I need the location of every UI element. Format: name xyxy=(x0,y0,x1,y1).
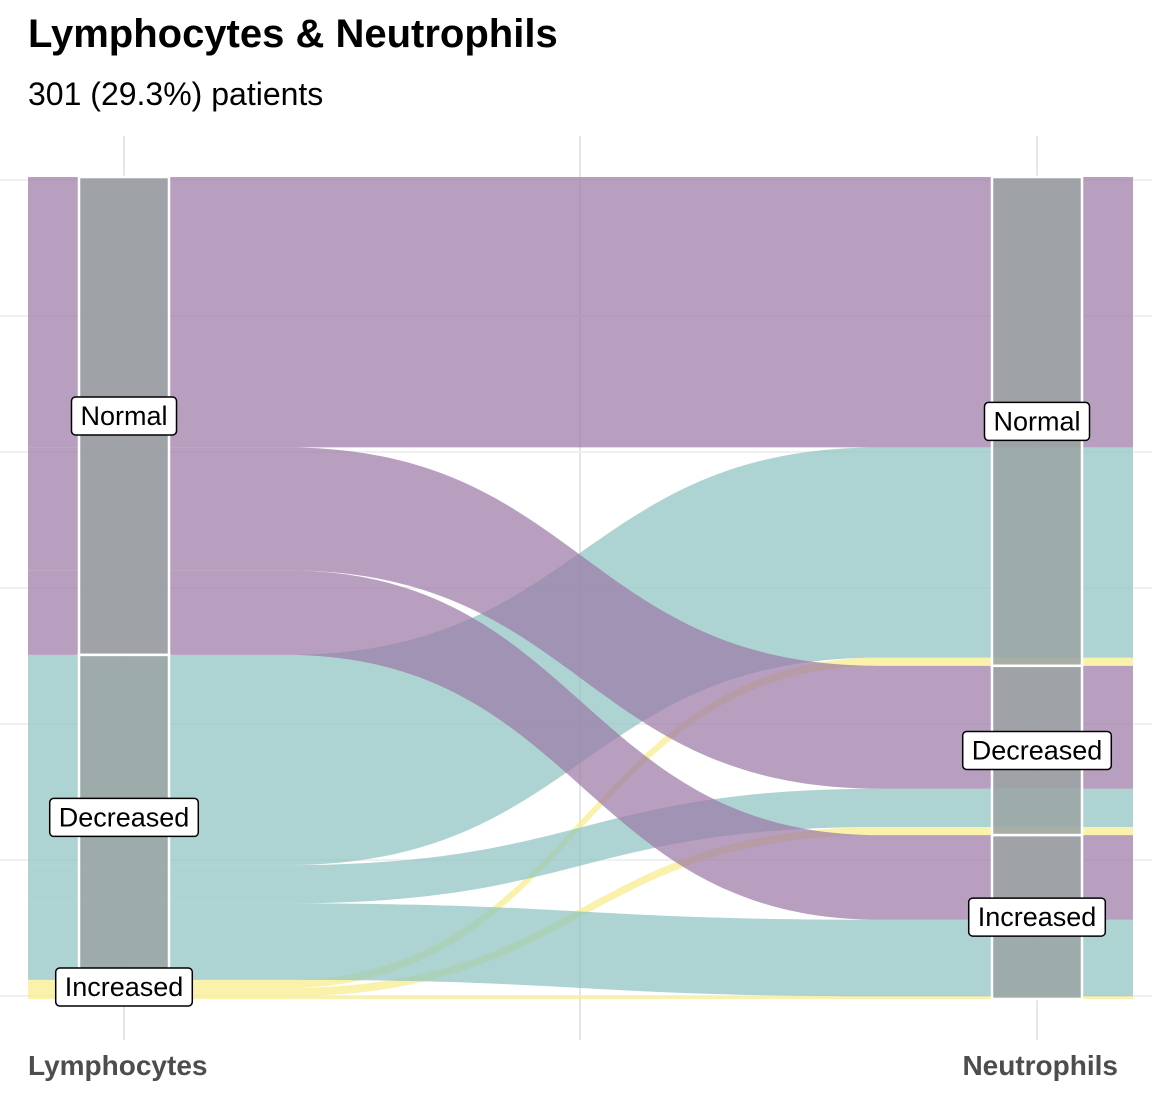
left-label-box-increased xyxy=(54,967,194,1007)
flow-decreased-to-decreased xyxy=(28,788,1133,904)
right-label-text-decreased: Decreased xyxy=(972,735,1103,765)
chart-title: Lymphocytes & Neutrophils xyxy=(28,12,558,56)
right-label-text-increased: Increased xyxy=(978,902,1097,932)
flow-normal-to-increased xyxy=(28,570,1133,920)
right-label-decreased: Decreased xyxy=(961,730,1113,771)
axis-label-left: Lymphocytes xyxy=(28,1050,208,1081)
flow-increased-to-normal xyxy=(28,657,1133,989)
right-label-box-increased xyxy=(967,897,1107,937)
right-label-box-decreased xyxy=(961,730,1113,771)
axis-label-right: Neutrophils xyxy=(962,1050,1118,1081)
right-label-normal: Normal xyxy=(983,401,1091,442)
flow-normal-to-decreased xyxy=(28,447,1133,789)
left-label-box-decreased xyxy=(48,797,200,838)
left-label-text-decreased: Decreased xyxy=(59,802,190,832)
flows-layer xyxy=(28,177,1133,999)
right-label-increased: Increased xyxy=(967,897,1107,937)
stratum-labels-layer: Normal Decreased Increased Normal Decreased I… xyxy=(48,396,1113,1007)
right-label-text-normal: Normal xyxy=(993,406,1080,436)
left-label-text-normal: Normal xyxy=(80,401,167,431)
left-label-increased: Increased xyxy=(54,967,194,1007)
flow-increased-to-increased xyxy=(28,996,1133,999)
flow-normal-to-normal xyxy=(28,177,1133,448)
flow-decreased-to-increased xyxy=(28,903,1133,997)
chart-subtitle: 301 (29.3%) patients xyxy=(28,76,324,112)
left-label-decreased: Decreased xyxy=(48,797,200,838)
left-label-text-increased: Increased xyxy=(65,972,184,1002)
left-label-normal: Normal xyxy=(70,396,178,436)
right-label-box-normal xyxy=(983,401,1091,442)
left-label-box-normal xyxy=(70,396,178,436)
